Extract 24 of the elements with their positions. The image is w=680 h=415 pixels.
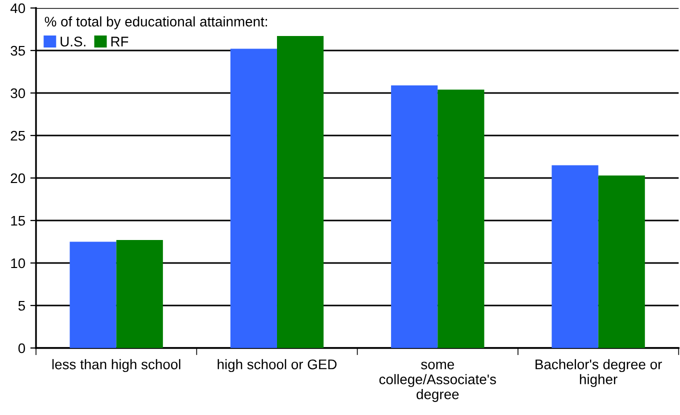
bar (598, 175, 645, 348)
y-tick-label: 15 (11, 216, 26, 226)
bar (230, 48, 277, 348)
y-tick-label: 5 (18, 300, 25, 311)
y-tick-label: 10 (11, 258, 26, 268)
bar (391, 85, 438, 348)
bar (276, 36, 324, 348)
bar (70, 242, 116, 348)
bar (438, 90, 484, 348)
x-tick-label: high school or GED (218, 359, 337, 372)
y-tick-label: 30 (10, 88, 26, 98)
y-tick-label: 40 (10, 3, 26, 14)
y-tick-label: 25 (10, 130, 26, 141)
x-tick-label: some college/Associate's degree (379, 362, 496, 402)
y-tick-label: 35 (10, 46, 26, 56)
legend-title: % of total by educational attainment: (44, 16, 267, 30)
bar (552, 165, 598, 348)
y-tick-label: 20 (10, 173, 26, 184)
legend-label: U.S. (60, 36, 86, 46)
bar (116, 240, 163, 348)
x-tick-label: Bachelor's degree or higher (536, 359, 662, 388)
legend-label: RF (111, 36, 128, 46)
y-tick-label: 0 (18, 343, 26, 354)
x-tick-label: less than high school (52, 359, 180, 372)
